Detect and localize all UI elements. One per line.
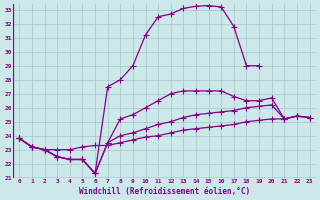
X-axis label: Windchill (Refroidissement éolien,°C): Windchill (Refroidissement éolien,°C) [79, 187, 250, 196]
